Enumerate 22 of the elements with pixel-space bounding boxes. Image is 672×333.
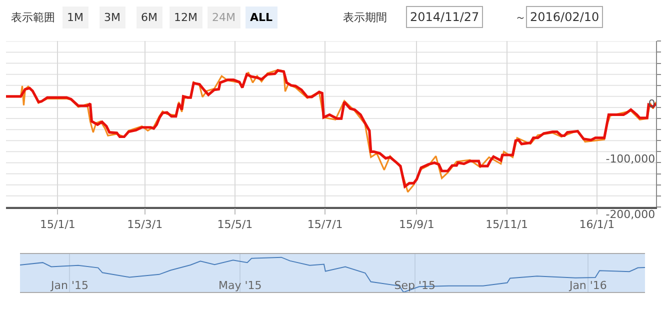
y-tick-label: -100,000: [606, 152, 656, 166]
text: 2016/02/10: [530, 10, 600, 24]
text: 表示期間: [343, 11, 387, 24]
x-tick-label: Jan '16: [568, 279, 607, 292]
text: ALL: [250, 11, 273, 24]
x-tick-label: 15/1/1: [40, 218, 76, 231]
text: 6M: [141, 11, 158, 24]
text: 12M: [174, 11, 198, 24]
text: 24M: [212, 11, 236, 24]
text: 1M: [67, 11, 84, 24]
x-tick-label: 15/3/1: [127, 218, 163, 231]
x-tick-label: May '15: [218, 279, 262, 292]
text: 2014/11/27: [410, 10, 480, 24]
x-tick-label: 15/9/1: [398, 218, 434, 231]
text: ～: [515, 11, 526, 24]
y-tick-label: 0: [648, 97, 656, 110]
x-tick-label: 15/7/1: [307, 218, 343, 231]
text: 3M: [104, 11, 120, 24]
x-tick-label: 15/11/1: [486, 218, 528, 231]
x-tick-label: 15/5/1: [217, 218, 253, 231]
x-tick-label: Jan '15: [50, 279, 88, 292]
text: 表示範囲: [11, 11, 55, 24]
